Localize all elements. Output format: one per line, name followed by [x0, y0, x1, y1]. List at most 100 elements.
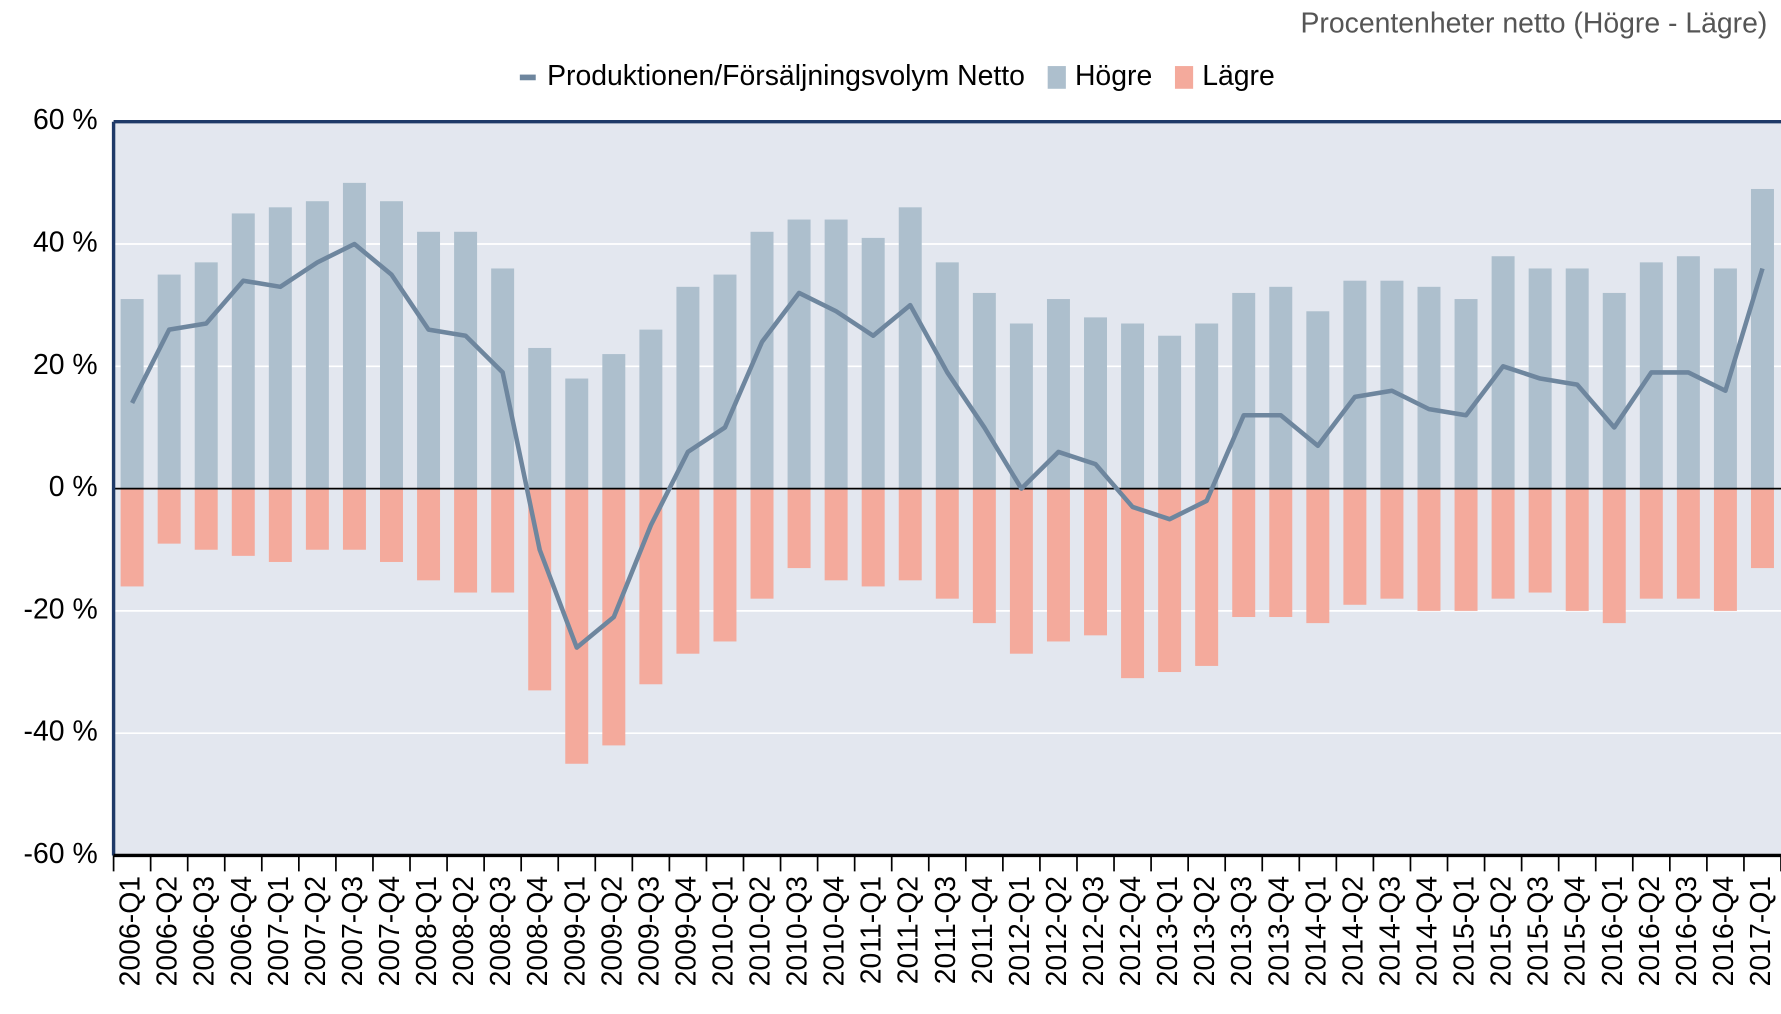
bar [750, 488, 774, 599]
x-tick-label: 2016-Q3 [1671, 876, 1703, 986]
x-tick-label: 2010-Q4 [819, 876, 851, 986]
bar [1602, 488, 1626, 624]
x-tick-label: 2016-Q1 [1597, 876, 1629, 986]
bar [342, 182, 366, 489]
bar [1306, 311, 1330, 489]
bar [824, 219, 848, 489]
bar [972, 292, 996, 489]
x-tick-label: 2014-Q4 [1411, 876, 1443, 986]
x-tick-label: 2013-Q3 [1226, 876, 1258, 986]
x-tick-label: 2009-Q1 [559, 876, 591, 986]
x-tick-label: 2014-Q3 [1374, 876, 1406, 986]
legend-swatch [519, 74, 536, 81]
bar [639, 329, 663, 489]
x-tick-label: 2007-Q1 [263, 876, 295, 986]
bar [676, 488, 700, 654]
x-tick-label: 2012-Q1 [1004, 876, 1036, 986]
x-tick-label: 2006-Q1 [115, 876, 147, 986]
bar [1306, 488, 1330, 624]
chart-title: Procentenheter netto (Högre - Lägre) [1300, 8, 1767, 40]
x-tick-label: 2011-Q3 [930, 876, 962, 984]
bar [898, 488, 922, 581]
bar [1380, 488, 1404, 599]
x-tick-label: 2013-Q2 [1189, 876, 1221, 986]
x-tick-label: 2015-Q4 [1560, 876, 1592, 986]
bar [231, 488, 255, 556]
x-tick-label: 2013-Q1 [1152, 876, 1184, 986]
bar [1565, 488, 1589, 611]
bar [491, 488, 515, 593]
bar [1009, 488, 1033, 654]
x-tick-label: 2006-Q2 [152, 876, 184, 986]
bar [342, 488, 366, 550]
bar [1343, 280, 1367, 489]
bar [1195, 323, 1219, 489]
x-tick-label: 2007-Q4 [374, 876, 406, 986]
bar [1009, 323, 1033, 489]
bar [1046, 488, 1070, 642]
bar [602, 354, 626, 489]
legend-label: Högre [1075, 60, 1152, 92]
x-tick-label: 2009-Q4 [670, 876, 702, 986]
legend-label: Produktionen/Försäljningsvolym Netto [547, 60, 1025, 92]
bar [454, 231, 478, 489]
bar [787, 488, 811, 569]
x-tick-label: 2006-Q4 [226, 876, 258, 986]
x-tick-label: 2011-Q2 [893, 876, 925, 984]
bar [231, 213, 255, 489]
bar [417, 488, 441, 581]
x-tick-label: 2007-Q2 [300, 876, 332, 986]
x-tick-label: 2015-Q2 [1486, 876, 1518, 986]
bar [1343, 488, 1367, 605]
x-tick-label: 2010-Q3 [782, 876, 814, 986]
bar [1084, 488, 1107, 636]
bar [750, 231, 774, 489]
bar [157, 274, 181, 489]
bar [528, 347, 552, 489]
bar [1417, 286, 1441, 489]
x-tick-label: 2011-Q1 [856, 876, 888, 984]
bar [1750, 188, 1774, 489]
bar [417, 231, 441, 489]
x-tick-label: 2012-Q2 [1041, 876, 1073, 986]
bar [639, 488, 663, 685]
bar [194, 488, 218, 550]
x-tick-label: 2015-Q1 [1449, 876, 1481, 986]
y-tick-label: -60 % [24, 838, 98, 870]
x-tick-label: 2016-Q2 [1634, 876, 1666, 986]
bar [713, 488, 737, 642]
bar [1084, 317, 1107, 489]
x-tick-label: 2010-Q1 [707, 876, 739, 986]
bar [1121, 323, 1145, 489]
bar [1565, 268, 1589, 489]
bar [1713, 268, 1737, 489]
bar [1158, 488, 1182, 673]
x-tick-label: 2008-Q2 [448, 876, 480, 986]
x-tick-label: 2012-Q3 [1078, 876, 1110, 986]
bar [268, 207, 292, 489]
x-tick-label: 2009-Q2 [596, 876, 628, 986]
x-tick-label: 2008-Q4 [522, 876, 554, 986]
bar [1713, 488, 1737, 611]
bar [194, 262, 218, 489]
x-tick-label: 2006-Q3 [189, 876, 221, 986]
y-tick-label: -40 % [24, 716, 98, 748]
bar [787, 219, 811, 489]
x-tick-label: 2011-Q4 [967, 876, 999, 984]
x-tick-label: 2017-Q1 [1745, 876, 1777, 986]
y-tick-label: 0 % [49, 471, 98, 503]
y-tick-label: -20 % [24, 593, 98, 625]
bar [1195, 488, 1219, 666]
bar [305, 488, 329, 550]
bar [565, 378, 589, 489]
bar [1528, 488, 1552, 593]
bar [713, 274, 737, 489]
bar [120, 488, 144, 587]
y-tick-label: 40 % [33, 227, 98, 259]
x-tick-label: 2008-Q1 [411, 876, 443, 986]
bar [1639, 488, 1663, 599]
bar [676, 286, 700, 489]
bar [120, 299, 144, 489]
x-tick-label: 2008-Q3 [485, 876, 517, 986]
